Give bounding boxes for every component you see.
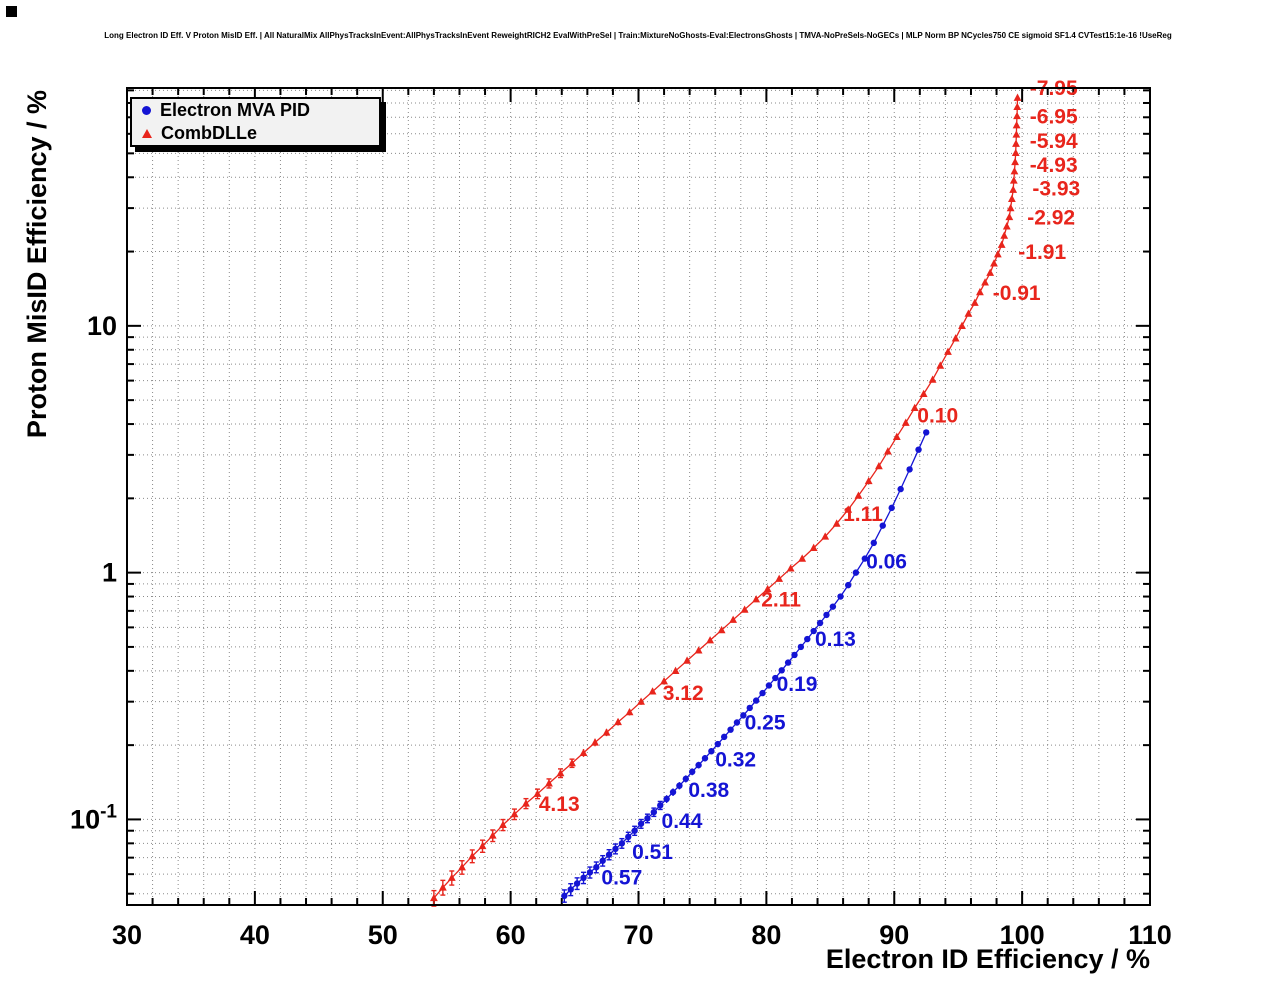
- svg-text:50: 50: [368, 920, 398, 950]
- plot-frame: [126, 87, 1151, 906]
- svg-text:0.51: 0.51: [632, 841, 673, 864]
- triangle-marker-icon: [142, 128, 152, 138]
- svg-text:10-1: 10-1: [70, 801, 117, 834]
- svg-text:0.57: 0.57: [601, 866, 642, 889]
- svg-text:-5.94: -5.94: [1030, 130, 1078, 153]
- svg-text:2.11: 2.11: [761, 588, 801, 611]
- svg-text:90: 90: [879, 920, 909, 950]
- svg-text:-6.95: -6.95: [1030, 106, 1078, 129]
- y-axis-title: Proton MisID Efficiency / %: [22, 90, 52, 438]
- svg-text:0.19: 0.19: [777, 673, 818, 696]
- legend-label-combdlle: CombDLLe: [161, 122, 257, 143]
- svg-text:100: 100: [1000, 920, 1045, 950]
- cut-value-annotations: -7.95-6.95-5.94-4.93-3.93-2.92-1.91-0.91…: [539, 77, 1080, 889]
- svg-text:1: 1: [102, 558, 117, 588]
- svg-text:0.10: 0.10: [917, 405, 958, 428]
- svg-text:-1.91: -1.91: [1018, 241, 1066, 264]
- svg-text:70: 70: [623, 920, 653, 950]
- svg-text:40: 40: [240, 920, 270, 950]
- svg-text:0.13: 0.13: [815, 628, 856, 651]
- canvas-corner-mark: [6, 6, 17, 17]
- svg-text:-2.92: -2.92: [1027, 206, 1075, 229]
- svg-text:0.32: 0.32: [715, 748, 756, 771]
- svg-text:30: 30: [112, 920, 142, 950]
- circle-marker-icon: [142, 106, 151, 116]
- chart-layers: 30 40 50 60 70 80 90 100 11010-1110-7.95-6.95-5.…: [70, 77, 1172, 950]
- svg-text:0.38: 0.38: [688, 779, 729, 802]
- legend-item-combdlle: CombDLLe: [142, 123, 379, 144]
- plot-title: Long Electron ID Eff. V Proton MisID Eff…: [104, 31, 1172, 40]
- svg-text:80: 80: [751, 920, 781, 950]
- svg-text:-0.91: -0.91: [993, 282, 1041, 305]
- svg-text:0.06: 0.06: [866, 550, 907, 573]
- legend: Electron MVA PID CombDLLe: [130, 97, 381, 147]
- svg-text:-3.93: -3.93: [1032, 177, 1080, 200]
- svg-text:0.44: 0.44: [662, 810, 703, 833]
- svg-text:0.25: 0.25: [745, 712, 786, 735]
- svg-text:10: 10: [87, 311, 117, 341]
- legend-label-electron-mva-pid: Electron MVA PID: [160, 100, 311, 121]
- x-axis-title: Electron ID Efficiency / %: [826, 944, 1150, 974]
- svg-text:60: 60: [496, 920, 526, 950]
- series-electron-mva-pid: [561, 429, 930, 903]
- legend-item-electron-mva-pid: Electron MVA PID: [142, 100, 379, 121]
- svg-text:-4.93: -4.93: [1030, 154, 1078, 177]
- series-combdlle: [430, 93, 1022, 907]
- svg-text:110: 110: [1128, 920, 1172, 950]
- svg-text:3.12: 3.12: [663, 682, 704, 705]
- svg-text:4.13: 4.13: [539, 793, 580, 816]
- svg-text:1.11: 1.11: [843, 503, 883, 526]
